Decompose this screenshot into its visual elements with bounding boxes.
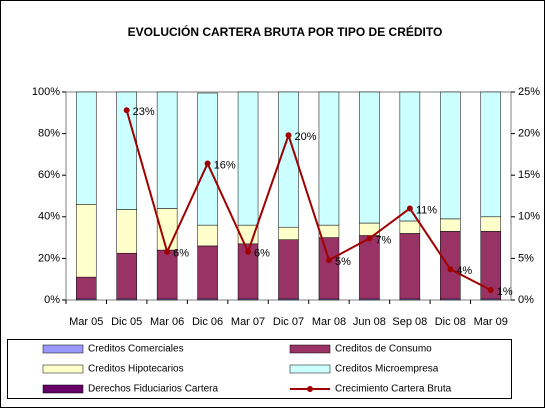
legend-label: Derechos Fiduciarios Cartera (88, 384, 218, 395)
bar-segment (480, 216, 502, 232)
x-tick-label: Jun 08 (353, 316, 386, 328)
growth-point (204, 160, 211, 167)
legend-label: Creditos de Consumo (335, 344, 432, 355)
growth-point (325, 257, 332, 264)
y-tick-label: 60% (38, 169, 60, 181)
x-tick-label: Dic 08 (435, 316, 466, 328)
growth-point (164, 248, 171, 255)
x-tick-label: Dic 05 (111, 316, 142, 328)
bar-segment (480, 91, 502, 218)
x-tick-label: Sep 08 (392, 316, 427, 328)
data-label: 20% (295, 131, 317, 143)
bar-segment (318, 237, 340, 300)
data-label: 7% (375, 234, 391, 246)
growth-point (245, 248, 252, 255)
data-label: 1% (497, 286, 513, 298)
legend-swatch (289, 344, 331, 354)
data-label: 6% (254, 248, 270, 260)
growth-point (447, 266, 454, 273)
bar-segment (75, 204, 97, 278)
x-tick-label: Mar 06 (150, 316, 184, 328)
data-label: 5% (335, 256, 351, 268)
growth-point (406, 205, 413, 212)
legend-label: Creditos Comerciales (88, 344, 184, 355)
x-tick-label: Mar 05 (69, 316, 103, 328)
legend-marker (307, 386, 313, 392)
bar-segment (197, 224, 218, 247)
growth-point (487, 287, 494, 294)
bar-segment (197, 92, 218, 226)
y2-tick-label: 0% (518, 294, 534, 306)
legend-swatch (289, 364, 331, 374)
bar-segment (278, 226, 299, 240)
legend-label: Crecimiento Cartera Bruta (335, 384, 452, 395)
bar-segment (156, 91, 178, 209)
y-tick-label: 20% (38, 252, 60, 264)
chart-title: EVOLUCIÓN CARTERA BRUTA POR TIPO DE CRÉD… (128, 24, 443, 39)
data-label: 16% (214, 159, 236, 171)
growth-point (123, 107, 130, 114)
y-tick-label: 0% (44, 294, 60, 306)
bar-segment (75, 91, 97, 205)
legend-label: Creditos Hipotecarios (88, 364, 184, 375)
data-label: 23% (133, 106, 155, 118)
bar-segment (278, 239, 299, 300)
legend-swatch (42, 344, 84, 354)
data-label: 6% (173, 248, 189, 260)
bar-segment (399, 91, 421, 222)
bar-segment (440, 218, 461, 232)
growth-point (285, 132, 292, 139)
legend-swatch (42, 384, 84, 394)
bar-segment (116, 91, 137, 210)
data-label: 11% (416, 204, 437, 216)
y2-tick-label: 20% (518, 128, 540, 140)
bar-segment (116, 252, 137, 300)
growth-point (366, 235, 373, 242)
growth-line (125, 110, 492, 291)
bar-segment (197, 245, 218, 300)
x-tick-label: Dic 07 (273, 316, 304, 328)
y-tick-label: 40% (38, 211, 60, 223)
y2-tick-label: 5% (518, 252, 534, 264)
bar-segment (318, 91, 340, 226)
bar-segment (399, 233, 421, 300)
bar-segment (237, 91, 259, 226)
legend-box (7, 339, 512, 399)
bar-segment (116, 209, 137, 254)
y2-tick-label: 15% (518, 169, 540, 181)
bar-segment (75, 276, 97, 300)
data-label: 4% (456, 265, 472, 277)
bar-segment (399, 220, 421, 234)
legend-label: Creditos Microempresa (335, 364, 439, 375)
y2-tick-label: 10% (518, 211, 540, 223)
x-tick-label: Dic 06 (192, 316, 223, 328)
legend-swatch (42, 364, 84, 374)
x-tick-label: Mar 08 (312, 316, 346, 328)
bar-segment (440, 91, 461, 220)
y2-tick-label: 25% (518, 86, 540, 98)
x-tick-label: Mar 07 (231, 316, 265, 328)
y-tick-label: 80% (38, 128, 60, 140)
x-tick-label: Mar 09 (474, 316, 508, 328)
y-tick-label: 100% (32, 86, 60, 98)
bar-segment (359, 91, 380, 224)
bar-segment (278, 91, 299, 228)
